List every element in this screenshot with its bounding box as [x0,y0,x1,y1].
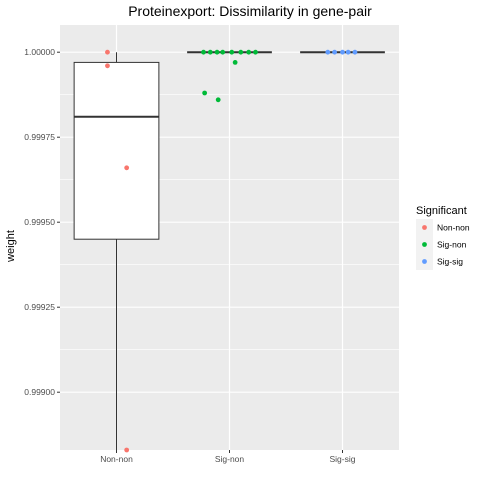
data-point [229,49,235,55]
box [73,61,160,240]
data-point [340,49,345,55]
legend: Significant Non-non Sig-non Sig-sig [416,205,470,270]
y-tick-label: 0.99925 [24,302,55,312]
legend-label: Non-non [437,223,470,233]
y-axis-label: weight [5,230,17,263]
data-point [345,49,351,55]
legend-label: Sig-sig [437,257,463,267]
legend-label: Sig-non [437,240,467,250]
y-tick-label: 0.99975 [24,132,55,142]
data-point [201,49,206,55]
data-point [220,49,226,55]
data-point [124,165,130,171]
boxplot-non-non [73,52,160,450]
legend-swatch [422,242,427,247]
legend-item-sig-non: Sig-non [416,236,467,253]
data-point [105,49,110,55]
y-tick-label: 0.99950 [24,217,55,227]
data-point [124,447,130,453]
data-point [214,49,220,55]
data-point [352,49,358,55]
data-point [105,63,110,69]
chart-title: Proteinexport: Dissimilarity in gene-pai… [128,3,372,19]
legend-swatch [422,225,427,230]
data-point [202,90,208,96]
y-tick-label: 1.00000 [24,47,55,57]
data-point [238,49,244,55]
x-tick-label: Sig-sig [330,454,356,464]
data-point [325,49,331,55]
x-axis: Non-non Sig-non Sig-sig [100,450,356,464]
data-points [105,49,358,453]
legend-swatch [422,259,427,264]
x-tick-label: Non-non [100,454,133,464]
x-tick-label: Sig-non [215,454,245,464]
legend-item-non-non: Non-non [416,219,470,236]
y-tick-label: 0.99900 [24,387,55,397]
data-point [207,49,213,55]
data-point [246,49,252,55]
legend-title: Significant [416,205,467,217]
data-point [232,60,238,65]
y-axis: 0.99900 0.99925 0.99950 0.99975 1.00000 [24,47,60,397]
data-point [253,49,258,55]
data-point [332,49,337,55]
legend-item-sig-sig: Sig-sig [416,253,463,270]
data-point [215,97,221,103]
